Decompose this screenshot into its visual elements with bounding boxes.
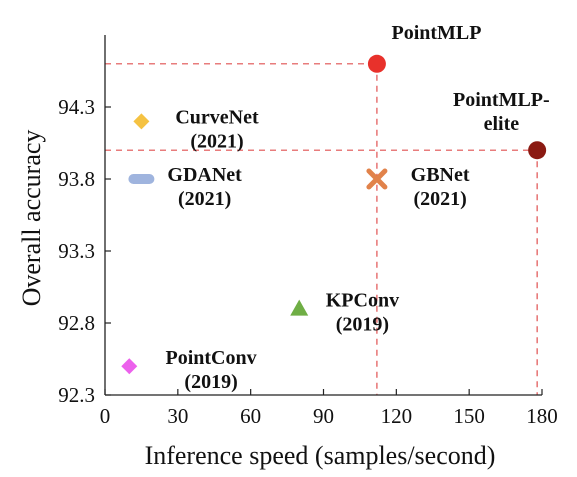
- point-label-line: KPConv: [326, 290, 399, 312]
- x-tick-label: 0: [100, 404, 111, 428]
- point-label: CurveNet (2021): [175, 106, 259, 152]
- x-tick-label: 120: [381, 404, 413, 428]
- point-label-line: (2019): [184, 371, 237, 393]
- reference-lines: [105, 63, 538, 395]
- axes: [104, 35, 543, 396]
- point-label: KPConv (2019): [326, 290, 399, 336]
- point-label: PointConv (2019): [166, 347, 257, 393]
- data-point-diamond: [121, 358, 138, 375]
- data-point-circle: [367, 54, 386, 73]
- point-label-line: elite: [484, 113, 520, 135]
- point-label-line: (2019): [336, 314, 389, 336]
- x-axis-title: Inference speed (samples/second): [145, 441, 496, 470]
- y-axis-title: Overall accuracy: [17, 130, 46, 307]
- point-label-line: PointConv: [166, 347, 257, 369]
- point-label: GDANet (2021): [167, 164, 242, 210]
- tick-labels: 0 30 60 90 120 150 180 92.3 92.8 93.3 93.8 94.3: [58, 95, 558, 428]
- y-tick-label: 92.3: [58, 383, 95, 407]
- data-point-x: [366, 168, 388, 190]
- y-tick-label: 93.8: [58, 167, 95, 191]
- point-label-line: GDANet: [167, 164, 242, 186]
- data-point-bar: [128, 174, 155, 184]
- x-tick-label: 180: [526, 404, 558, 428]
- x-tick-label: 30: [167, 404, 188, 428]
- x-tick-label: 150: [453, 404, 485, 428]
- y-tick-label: 93.3: [58, 239, 95, 263]
- point-label-line: (2021): [190, 130, 243, 152]
- point-label: GBNet (2021): [411, 164, 470, 210]
- data-points: [121, 54, 547, 375]
- point-label-line: PointMLP: [392, 22, 482, 44]
- point-label-line: PointMLP-: [453, 89, 550, 111]
- point-label-line: (2021): [178, 188, 231, 210]
- y-tick-label: 94.3: [58, 95, 95, 119]
- point-label-line: CurveNet: [175, 106, 259, 128]
- data-point-diamond: [133, 113, 150, 130]
- point-label-line: GBNet: [411, 164, 470, 186]
- point-label: PointMLP: [392, 22, 482, 44]
- y-tick-label: 92.8: [58, 311, 95, 335]
- point-label: PointMLP-elite: [453, 89, 550, 135]
- x-tick-label: 60: [240, 404, 261, 428]
- data-point-circle: [528, 141, 547, 160]
- point-label-line: (2021): [413, 188, 466, 210]
- x-tick-label: 90: [313, 404, 334, 428]
- data-point-triangle: [290, 299, 309, 316]
